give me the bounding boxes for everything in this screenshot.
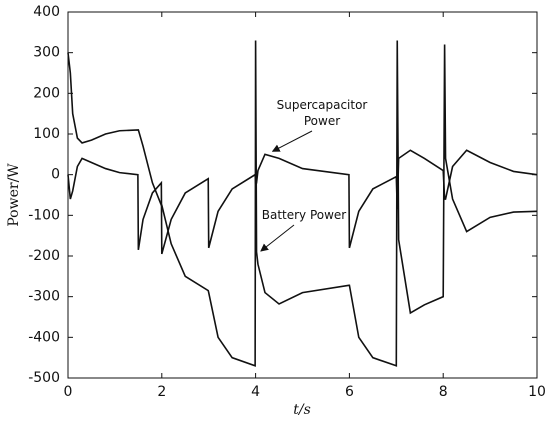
annotation-arrow — [271, 130, 313, 152]
x-axis-label: t/s — [293, 402, 311, 418]
annotation-line: Battery Power — [262, 208, 347, 222]
y-tick-label: -200 — [28, 248, 60, 264]
y-tick-label: -400 — [28, 329, 60, 345]
y-tick-label: 400 — [33, 4, 60, 20]
y-tick-label: -300 — [28, 289, 60, 305]
y-axis-label: Power/W — [6, 163, 22, 227]
x-tick-label: 4 — [251, 384, 260, 400]
x-tick-label: 10 — [528, 384, 546, 400]
series-line — [67, 40, 538, 367]
x-tick-label: 2 — [157, 384, 166, 400]
x-tick-label: 0 — [64, 384, 73, 400]
annotation: Supercapacitor Power — [277, 98, 368, 128]
x-tick-label: 6 — [345, 384, 354, 400]
annotation-arrow — [260, 224, 295, 252]
y-tick-label: -100 — [28, 207, 60, 223]
annotation-line: Supercapacitor — [277, 98, 368, 112]
y-tick-label: 300 — [33, 45, 60, 61]
y-tick-label: -500 — [28, 370, 60, 386]
annotation: Battery Power — [262, 208, 347, 222]
y-tick-label: 100 — [33, 126, 60, 142]
y-tick-label: 0 — [51, 167, 60, 183]
plot-frame — [67, 11, 538, 379]
x-tick-label: 8 — [439, 384, 448, 400]
series-line — [67, 149, 538, 255]
y-tick-label: 200 — [33, 85, 60, 101]
annotation-line: Power — [304, 114, 340, 128]
